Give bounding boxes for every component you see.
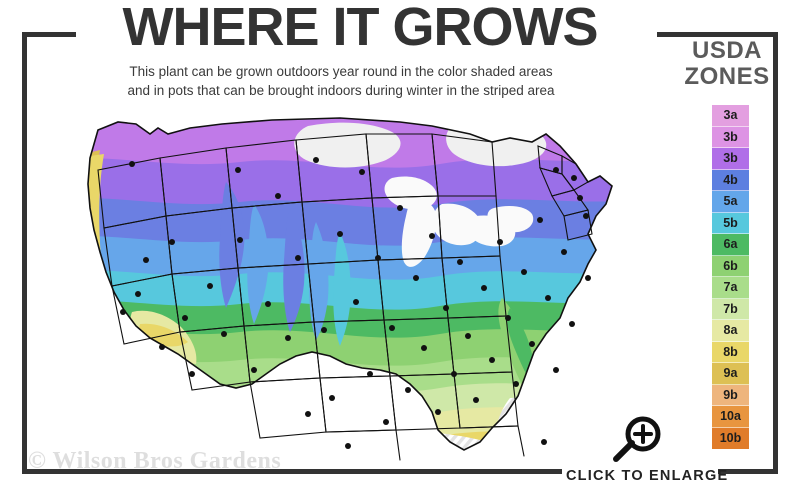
legend-zone-5b-5[interactable]: 5b [712, 212, 749, 234]
magnifier-plus-icon[interactable] [612, 415, 664, 463]
frame-bottom-right [718, 469, 778, 474]
legend-zone-8a-10[interactable]: 8a [712, 320, 749, 342]
frame-top-left [22, 32, 76, 37]
legend-zone-6b-7[interactable]: 6b [712, 255, 749, 277]
usda-zone-map-svg[interactable] [40, 112, 660, 462]
legend-zone-9b-13[interactable]: 9b [712, 384, 749, 406]
legend-zone-6a-6[interactable]: 6a [712, 234, 749, 256]
legend-zone-9a-12[interactable]: 9a [712, 363, 749, 385]
legend-zone-8b-11[interactable]: 8b [712, 341, 749, 363]
legend-zone-7b-9[interactable]: 7b [712, 298, 749, 320]
legend-title-line-1: USDA [691, 37, 762, 64]
subtitle-line-2: and in pots that can be brought indoors … [127, 83, 555, 98]
frame-top-right [657, 32, 778, 37]
usda-zone-legend: 3a 3b 3b 4b 5a 5b 6a 6b 7a 7b 8a 8b 9a 9b 10a 10b [712, 105, 749, 449]
state-borders [97, 133, 593, 461]
legend-zone-4b-3[interactable]: 4b [712, 169, 749, 191]
frame-right [773, 32, 778, 474]
frame-bottom-left [22, 469, 562, 474]
legend-zone-3a-0[interactable]: 3a [712, 105, 749, 127]
map-container[interactable] [40, 112, 660, 462]
legend-zone-5a-4[interactable]: 5a [712, 191, 749, 213]
subtitle-line-1: This plant can be grown outdoors year ro… [129, 64, 553, 79]
city-dots [120, 157, 591, 449]
click-to-enlarge-label[interactable]: CLICK TO ENLARGE [566, 468, 729, 484]
legend-zone-7a-8[interactable]: 7a [712, 277, 749, 299]
page-title: WHERE IT GROWS [122, 0, 599, 57]
legend-title: USDA ZONES [668, 38, 786, 90]
legend-zone-10b-15[interactable]: 10b [712, 427, 749, 449]
legend-zone-3b-2[interactable]: 3b [712, 148, 749, 170]
legend-title-line-2: ZONES [684, 63, 770, 90]
legend-zone-10a-14[interactable]: 10a [712, 406, 749, 428]
page-subtitle: This plant can be grown outdoors year ro… [36, 62, 646, 100]
legend-zone-3b-1[interactable]: 3b [712, 126, 749, 148]
watermark: © Wilson Bros Gardens [28, 448, 282, 474]
national-outline [87, 117, 613, 451]
frame-left [22, 32, 27, 474]
